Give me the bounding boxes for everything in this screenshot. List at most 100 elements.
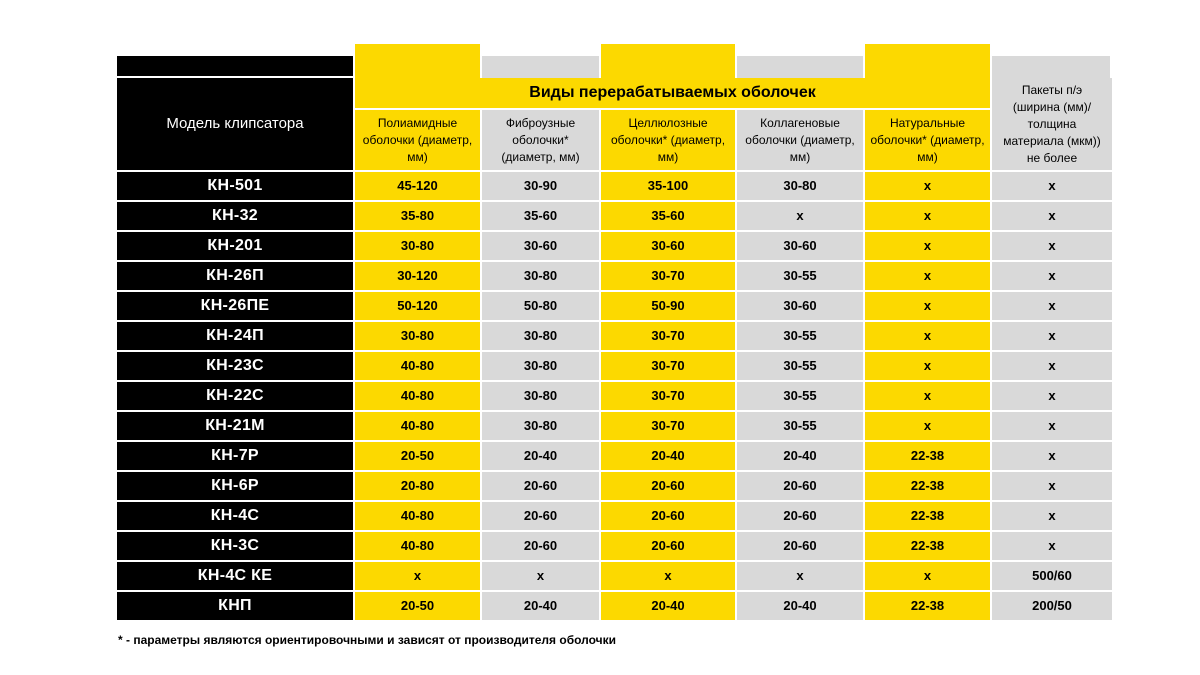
model-column-header: Модель клипсатора [117, 78, 353, 170]
model-name: КН-26П [117, 262, 353, 290]
table-cell: 30-70 [601, 412, 735, 440]
table-cell: х [992, 172, 1112, 200]
table-cell: 30-60 [482, 232, 599, 260]
table-cell: 22-38 [865, 442, 990, 470]
footnote: * - параметры являются ориентировочными … [118, 633, 616, 647]
table-cell: 50-80 [482, 292, 599, 320]
table-cell: х [992, 262, 1112, 290]
table-cell: 30-55 [737, 322, 863, 350]
table-cell: 20-60 [482, 472, 599, 500]
table-cell: 20-80 [355, 472, 480, 500]
table-cell: 30-60 [737, 232, 863, 260]
table-cell: 20-60 [601, 532, 735, 560]
table-cell: 20-40 [737, 592, 863, 620]
table-cell: 20-40 [482, 442, 599, 470]
header-strip-col-2 [482, 56, 599, 78]
column-header-1: Полиамидные оболочки (диаметр, мм) [355, 110, 480, 170]
header-strip-col-3 [601, 44, 735, 78]
model-name: КН-24П [117, 322, 353, 350]
table-cell: х [992, 202, 1112, 230]
model-name: КН-22С [117, 382, 353, 410]
table-cell: 22-38 [865, 532, 990, 560]
model-name: КН-26ПЕ [117, 292, 353, 320]
header-strip-model [117, 56, 353, 76]
table-cell: х [992, 532, 1112, 560]
table-cell: х [865, 172, 990, 200]
table-cell: 30-70 [601, 352, 735, 380]
table-cell: 20-60 [601, 502, 735, 530]
table-cell: х [865, 232, 990, 260]
model-name: КН-4С [117, 502, 353, 530]
table-cell: х [737, 202, 863, 230]
table-cell: х [992, 352, 1112, 380]
model-name: КНП [117, 592, 353, 620]
table-cell: 30-70 [601, 262, 735, 290]
column-header-4: Коллагеновые оболочки (диаметр, мм) [737, 110, 863, 170]
model-name: КН-32 [117, 202, 353, 230]
table-cell: 20-60 [482, 532, 599, 560]
table-cell: 30-70 [601, 322, 735, 350]
header-strip-col-6 [992, 56, 1110, 78]
table-cell: 40-80 [355, 502, 480, 530]
table-cell: 22-38 [865, 502, 990, 530]
header-strip-col-4 [737, 56, 863, 78]
table-cell: 20-60 [737, 472, 863, 500]
model-name: КН-7Р [117, 442, 353, 470]
table-cell: х [992, 442, 1112, 470]
model-name: КН-3С [117, 532, 353, 560]
table-cell: 30-80 [482, 382, 599, 410]
table-cell: 30-80 [737, 172, 863, 200]
table-cell: х [865, 562, 990, 590]
table-cell: х [992, 292, 1112, 320]
table-cell: х [865, 352, 990, 380]
table-cell: х [737, 562, 863, 590]
table-cell: 30-70 [601, 382, 735, 410]
model-name: КН-23С [117, 352, 353, 380]
table-cell: 500/60 [992, 562, 1112, 590]
table-cell: 20-50 [355, 442, 480, 470]
table-cell: 22-38 [865, 592, 990, 620]
table-cell: 20-50 [355, 592, 480, 620]
table-cell: х [482, 562, 599, 590]
table-cell: 20-40 [601, 442, 735, 470]
table-cell: х [865, 202, 990, 230]
model-name: КН-21М [117, 412, 353, 440]
table-cell: 30-90 [482, 172, 599, 200]
table-cell: 30-60 [601, 232, 735, 260]
table-cell: 20-60 [737, 502, 863, 530]
table-cell: х [865, 262, 990, 290]
table-cell: 30-80 [482, 262, 599, 290]
column-header-6: Пакеты п/э (ширина (мм)/ толщина материа… [992, 78, 1112, 170]
table-cell: 30-55 [737, 262, 863, 290]
table-cell: х [865, 292, 990, 320]
table-cell: 20-60 [737, 532, 863, 560]
table-cell: 20-60 [482, 502, 599, 530]
table-cell: 20-60 [601, 472, 735, 500]
table-cell: х [992, 502, 1112, 530]
table-cell: х [865, 322, 990, 350]
table-cell: 40-80 [355, 382, 480, 410]
table-cell: 50-90 [601, 292, 735, 320]
table-cell: 30-80 [355, 232, 480, 260]
table-cell: 40-80 [355, 412, 480, 440]
shell-types-group-header: Виды перерабатываемых оболочек [355, 78, 990, 108]
table-cell: 30-55 [737, 382, 863, 410]
model-name: КН-4С КЕ [117, 562, 353, 590]
table-cell: 30-120 [355, 262, 480, 290]
table-cell: 35-80 [355, 202, 480, 230]
column-header-5: Натуральные оболочки* (диаметр, мм) [865, 110, 990, 170]
table-cell: 35-100 [601, 172, 735, 200]
table-cell: х [355, 562, 480, 590]
header-strip-col-5 [865, 44, 990, 78]
table-cell: х [992, 382, 1112, 410]
table-cell: 30-80 [355, 322, 480, 350]
table-cell: х [865, 382, 990, 410]
table-cell: 200/50 [992, 592, 1112, 620]
table-cell: 35-60 [601, 202, 735, 230]
table-cell: х [992, 412, 1112, 440]
table-cell: 45-120 [355, 172, 480, 200]
header-strip-col-1 [355, 44, 480, 78]
table-cell: 20-40 [601, 592, 735, 620]
model-name: КН-6Р [117, 472, 353, 500]
table-cell: 50-120 [355, 292, 480, 320]
